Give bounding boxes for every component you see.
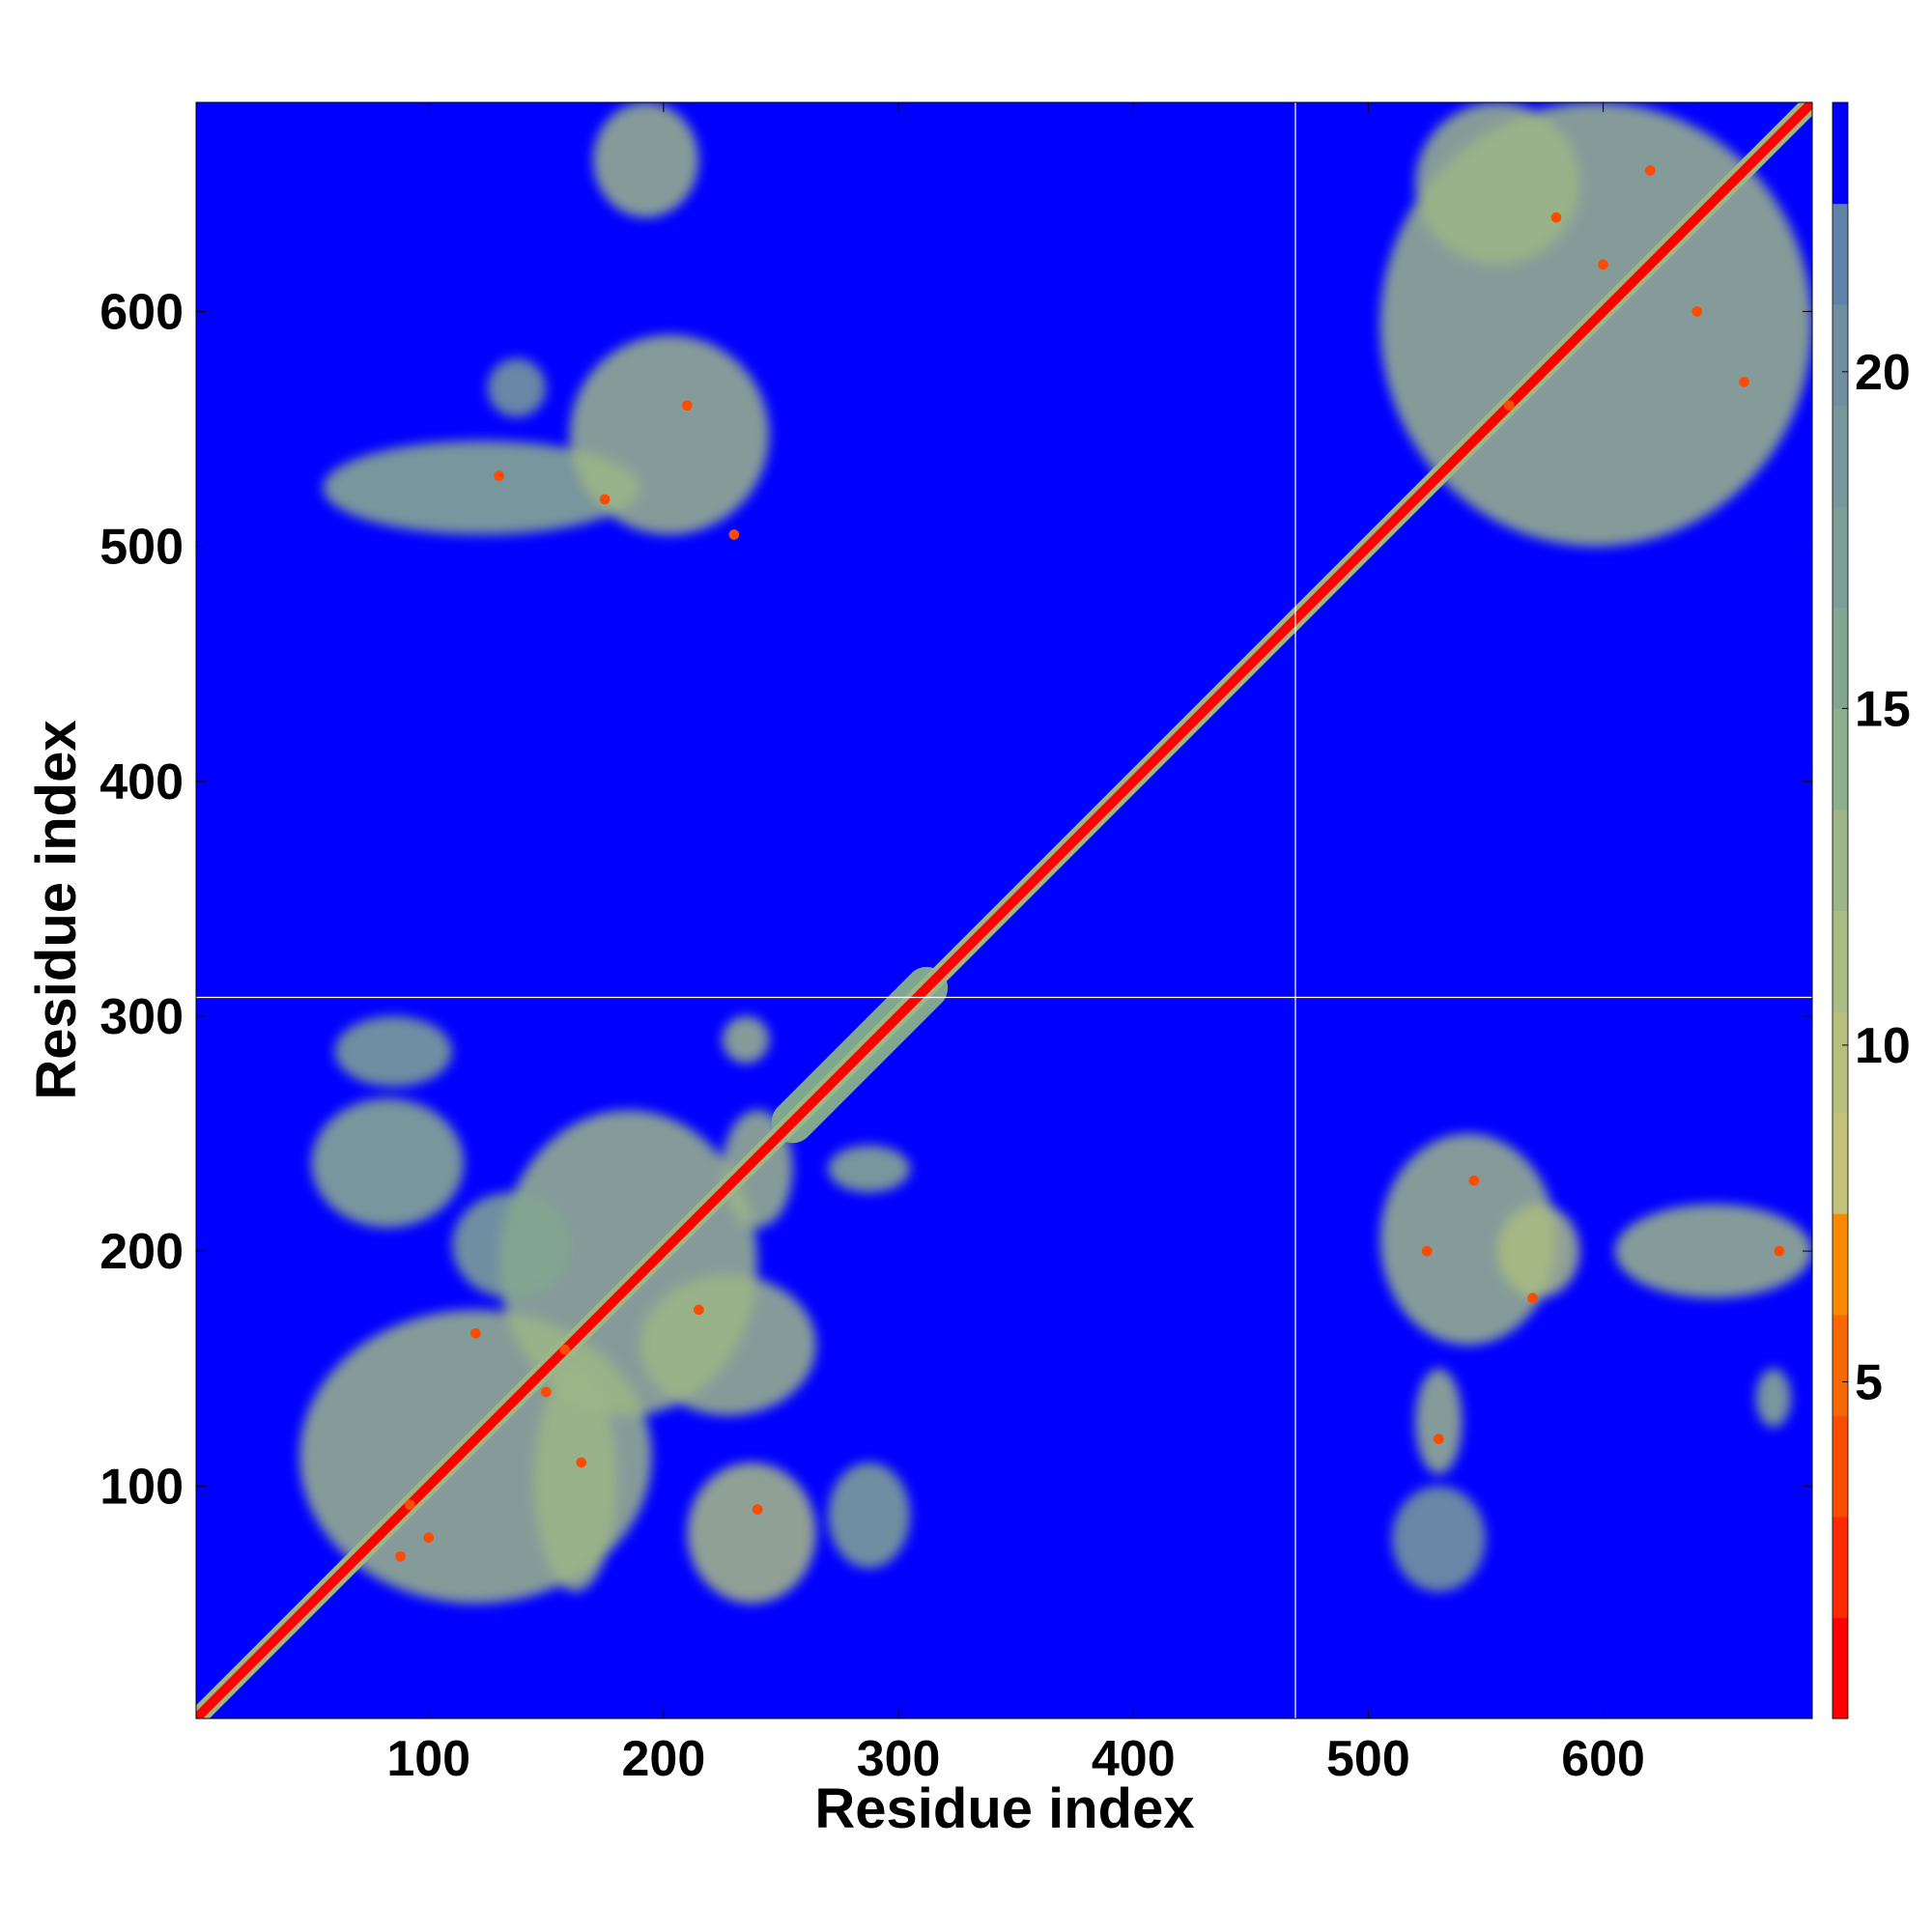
contact-region — [487, 358, 547, 417]
colorbar-level — [1833, 1213, 1848, 1316]
contact-hotspot — [599, 494, 611, 505]
contact-hotspots — [395, 165, 1785, 1562]
colorbar-tick-label: 20 — [1855, 345, 1911, 401]
colorbar-level — [1833, 203, 1848, 305]
x-axis-ticks: 100 200 300 400 500 600 — [386, 102, 1645, 1787]
contact-region — [1497, 1204, 1580, 1298]
contact-hotspot — [1644, 165, 1656, 176]
contact-region — [1391, 1486, 1486, 1592]
y-tick-label: 300 — [99, 989, 184, 1045]
contact-hotspot — [540, 1386, 552, 1398]
colorbar-level — [1833, 1415, 1848, 1518]
y-tick-label: 500 — [99, 520, 184, 576]
colorbar — [1832, 101, 1849, 1719]
contact-region — [687, 1462, 816, 1604]
y-axis-title: Residue index — [25, 720, 88, 1099]
diagonal-core — [196, 102, 1812, 1719]
colorbar-level — [1833, 304, 1848, 407]
contact-region — [334, 1015, 453, 1087]
contact-region — [1614, 1204, 1812, 1298]
colorbar-level — [1833, 1314, 1848, 1416]
contact-region — [722, 1015, 770, 1064]
colorbar-level — [1833, 506, 1848, 609]
x-tick-label: 200 — [622, 1731, 706, 1787]
colorbar-level — [1833, 405, 1848, 507]
diagonal-band — [196, 102, 1812, 1719]
contact-hotspot — [1598, 259, 1608, 270]
y-tick-label: 200 — [99, 1224, 184, 1280]
x-tick-label: 500 — [1326, 1731, 1410, 1787]
contact-region — [1415, 1368, 1463, 1475]
contact-region — [639, 1274, 816, 1416]
x-tick-label: 400 — [1092, 1731, 1176, 1787]
colorbar-level — [1833, 910, 1848, 1012]
contact-hotspot — [404, 1499, 415, 1511]
contact-hotspot — [494, 470, 505, 481]
contact-hotspot — [728, 529, 740, 540]
colorbar-tick-label: 15 — [1855, 681, 1911, 737]
colorbar-level — [1833, 1011, 1848, 1114]
contact-hotspot — [1739, 377, 1749, 387]
contact-region — [1415, 102, 1580, 265]
contact-region — [569, 334, 770, 535]
contact-region — [828, 1462, 911, 1569]
contact-hotspot — [559, 1344, 571, 1355]
contact-hotspot — [1774, 1245, 1785, 1257]
x-tick-label: 300 — [857, 1731, 941, 1787]
colorbar-level — [1833, 1112, 1848, 1214]
x-tick-label: 100 — [386, 1731, 470, 1787]
contact-hotspot — [423, 1532, 435, 1544]
colorbar-level — [1833, 809, 1848, 911]
plot-frame — [195, 101, 1813, 1719]
colorbar-frame — [1832, 101, 1849, 1719]
contact-hotspot — [1691, 306, 1703, 317]
contact-hotspot — [1503, 400, 1515, 412]
contact-region — [323, 440, 640, 535]
contact-hotspot — [1550, 212, 1562, 223]
contact-hotspot — [1527, 1293, 1538, 1304]
contact-region — [534, 1368, 617, 1592]
y-tick-label: 600 — [99, 284, 184, 340]
contact-hotspot — [470, 1327, 481, 1339]
contact-hotspot — [681, 400, 693, 412]
chain-boundary-lines — [196, 102, 1812, 1719]
contact-hotspot — [395, 1550, 406, 1562]
contact-hotspot — [752, 1504, 763, 1515]
contact-region — [592, 102, 699, 218]
heatmap-plot-area — [196, 102, 1812, 1719]
contact-hotspot — [576, 1457, 587, 1468]
contact-hotspot — [1434, 1434, 1444, 1444]
contact-region — [828, 1145, 911, 1193]
colorbar-tick-label: 5 — [1855, 1354, 1883, 1410]
y-tick-label: 400 — [99, 754, 184, 810]
colorbar-level — [1833, 708, 1848, 810]
contact-region — [1379, 1133, 1556, 1346]
colorbar-ticks: 5 10 15 20 — [1842, 345, 1911, 1410]
colorbar-tick-label: 10 — [1855, 1018, 1911, 1074]
colorbar-level — [1833, 1516, 1848, 1618]
x-tick-label: 600 — [1561, 1731, 1645, 1787]
contact-region — [1755, 1368, 1792, 1428]
contact-hotspot — [1468, 1175, 1480, 1186]
y-axis-ticks: 100 200 300 400 500 600 — [99, 284, 1812, 1515]
contact-hotspot — [694, 1304, 704, 1316]
y-tick-label: 100 — [99, 1459, 184, 1515]
contact-region — [311, 1098, 465, 1228]
colorbar-level — [1833, 102, 1848, 205]
contact-region — [452, 1192, 570, 1298]
x-axis-title: Residue index — [814, 1777, 1194, 1840]
colorbar-level — [1833, 1617, 1848, 1719]
colorbar-level — [1833, 607, 1848, 709]
contact-hotspot — [1421, 1245, 1433, 1257]
